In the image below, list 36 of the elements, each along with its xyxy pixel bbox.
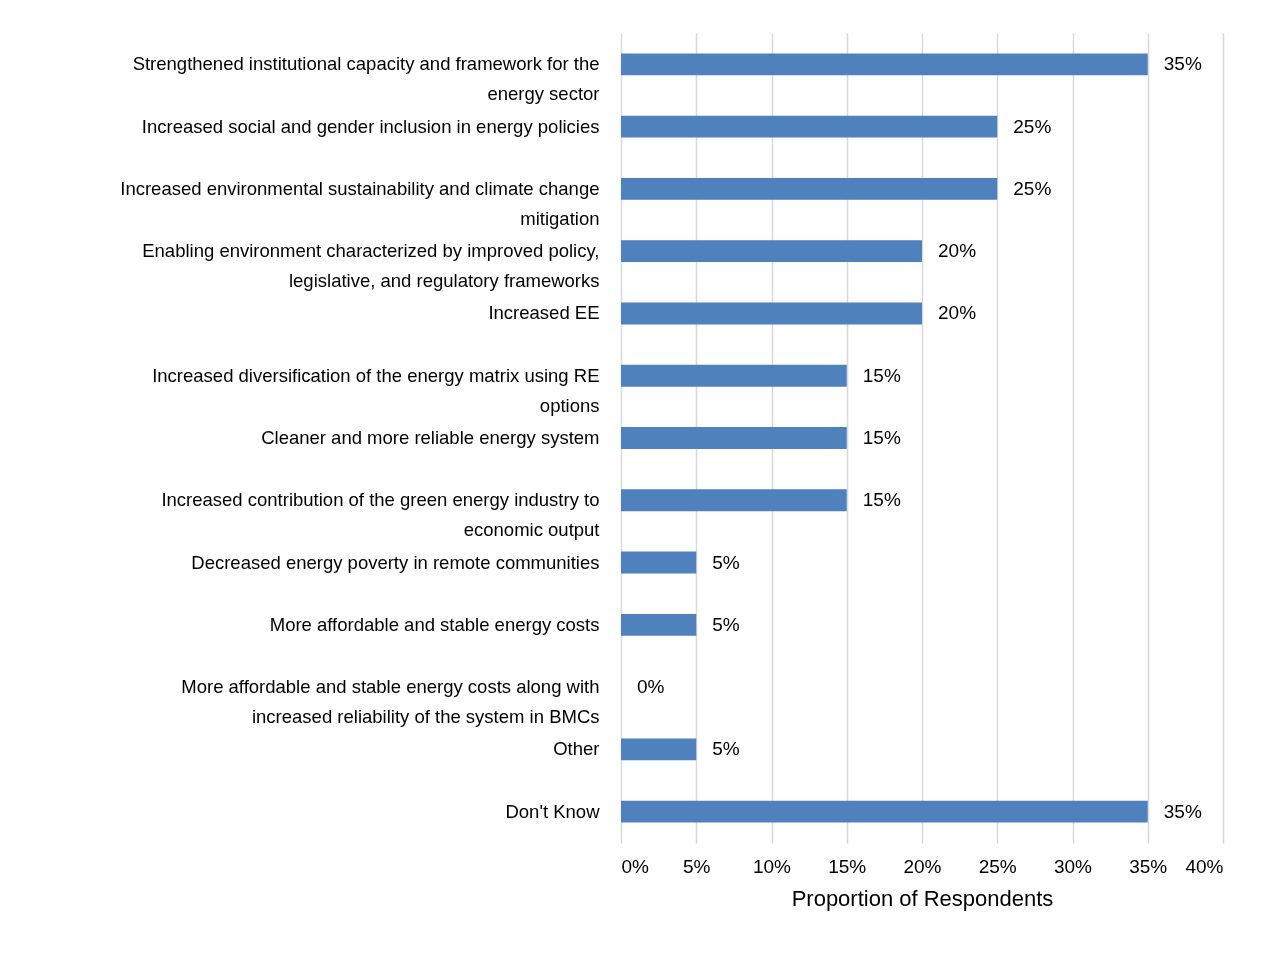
y-tick-label: Don't Know <box>505 800 601 822</box>
y-tick-label: Increased diversification of the energy matrix using RE options <box>152 364 600 416</box>
x-tick-label: 20% <box>903 855 942 877</box>
y-tick-label: Other <box>553 738 600 760</box>
y-tick-label: Increased social and gender inclusion in energy policies <box>141 115 600 137</box>
data-label: 15% <box>862 489 901 511</box>
y-tick-label: Enabling environment characterized by improved policy, legislative, and regulatory frameworks <box>142 240 600 292</box>
x-tick-label: 5% <box>683 855 711 877</box>
x-tick-label: 40% <box>1185 855 1224 877</box>
data-label: 5% <box>712 738 740 760</box>
data-label: 15% <box>862 427 901 448</box>
y-tick-label: Decreased energy poverty in remote communities <box>191 551 600 573</box>
data-label: 0% <box>637 676 665 698</box>
y-tick-label: Increased environmental sustainability and climate change mitigation <box>120 177 600 229</box>
y-tick-label: More affordable and stable energy costs along with increased reliability of the system in BMCs <box>181 676 600 728</box>
data-label: 5% <box>712 613 740 635</box>
data-label: 5% <box>712 551 740 573</box>
x-tick-label: 0% <box>621 855 650 877</box>
x-tick-label: 25% <box>978 855 1017 877</box>
x-tick-label: 35% <box>1129 855 1168 877</box>
data-label: 35% <box>1163 53 1202 75</box>
y-tick-label: Increased contribution of the green energy industry to economic output <box>161 489 600 541</box>
x-tick-label: 15% <box>828 855 867 877</box>
y-tick-label: Cleaner and more reliable energy system <box>261 427 600 448</box>
data-label: 20% <box>938 240 977 262</box>
data-label: 20% <box>938 302 977 324</box>
data-label: 25% <box>1013 115 1052 137</box>
x-axis-title: Proportion of Respondents <box>791 885 1054 911</box>
x-tick-label: 30% <box>1053 855 1093 877</box>
data-label: 25% <box>1013 177 1052 199</box>
y-tick-label: Strengthened institutional capacity and framework for the energy sector <box>132 53 600 105</box>
y-tick-label: Increased EE <box>488 302 600 324</box>
x-tick-label: 10% <box>752 855 792 877</box>
y-tick-label: More affordable and stable energy costs <box>269 613 600 635</box>
data-label: 35% <box>1163 800 1202 822</box>
data-label: 15% <box>862 364 901 386</box>
